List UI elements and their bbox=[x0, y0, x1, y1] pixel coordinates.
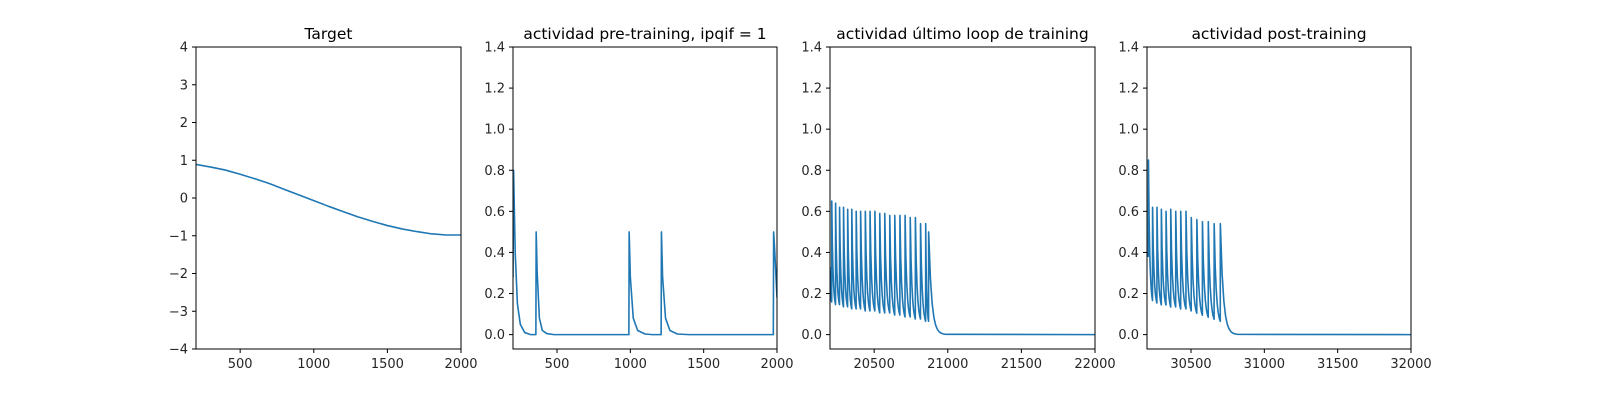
x-tick-label: 21500 bbox=[1001, 357, 1042, 372]
y-tick-label: 0.6 bbox=[801, 205, 822, 220]
y-tick-label: 0.4 bbox=[484, 246, 505, 261]
y-tick-label: 0.2 bbox=[484, 287, 505, 302]
chart-title: actividad último loop de training bbox=[836, 25, 1088, 43]
y-tick-label: 1.4 bbox=[484, 41, 505, 56]
y-tick-label: 2 bbox=[180, 116, 188, 131]
x-tick-label: 2000 bbox=[444, 357, 477, 372]
y-tick-label: 0.4 bbox=[801, 246, 822, 261]
plot-frame bbox=[1146, 46, 1412, 350]
series-line-2-1 bbox=[513, 169, 777, 336]
plot-frame bbox=[829, 46, 1096, 350]
x-tick-label: 31500 bbox=[1317, 357, 1358, 372]
y-tick-label: 0.6 bbox=[1118, 205, 1139, 220]
x-tick-label: 2000 bbox=[760, 357, 793, 372]
x-tick-label: 500 bbox=[545, 357, 570, 372]
y-tick-label: 0.0 bbox=[1118, 328, 1139, 343]
y-tick-label: 4 bbox=[180, 41, 188, 56]
y-tick-label: 1.2 bbox=[484, 82, 505, 97]
y-tick-label: 1.0 bbox=[801, 123, 822, 138]
x-tick-label: 20500 bbox=[853, 357, 894, 372]
chart-panel-2: 500 1000 1500 2000 0.0 0.2 0.4 0.6 0.8 1.0 1.2 1.4 a… bbox=[484, 25, 793, 372]
chart-title: actividad pre-training, ipqif = 1 bbox=[523, 25, 766, 43]
y-tick-label: 1.2 bbox=[1118, 82, 1139, 97]
y-tick-label: 0.6 bbox=[484, 205, 505, 220]
y-tick-label: 1.4 bbox=[801, 41, 822, 56]
chart-panel-3: 20500 21000 21500 22000 0.0 0.2 0.4 0.6 0.8 1.0 1.… bbox=[801, 25, 1115, 372]
plot-frame bbox=[195, 46, 462, 350]
y-tick-label: 0 bbox=[180, 192, 188, 207]
series-line-3-1 bbox=[830, 200, 1095, 336]
y-tick-label: 0.8 bbox=[484, 164, 505, 179]
y-tick-label: 1.0 bbox=[484, 123, 505, 138]
y-tick-label: 0.4 bbox=[1118, 246, 1139, 261]
x-tick-label: 21000 bbox=[927, 357, 968, 372]
series-line-1-1 bbox=[196, 163, 461, 236]
y-tick-label: 0.8 bbox=[1118, 164, 1139, 179]
x-tick-label: 1000 bbox=[297, 357, 330, 372]
y-tick-label: 1.2 bbox=[801, 82, 822, 97]
x-tick-label: 1500 bbox=[371, 357, 404, 372]
y-tick-label: 1.4 bbox=[1118, 41, 1139, 56]
x-tick-label: 22000 bbox=[1074, 357, 1115, 372]
x-tick-label: 31000 bbox=[1244, 357, 1285, 372]
plot-frame bbox=[512, 46, 778, 350]
x-tick-label: 1500 bbox=[687, 357, 720, 372]
y-tick-label: −4 bbox=[169, 343, 188, 358]
chart-title: Target bbox=[304, 25, 353, 43]
y-tick-label: 0.8 bbox=[801, 164, 822, 179]
y-tick-label: 0.2 bbox=[1118, 287, 1139, 302]
x-tick-label: 1000 bbox=[614, 357, 647, 372]
y-tick-label: 1 bbox=[180, 154, 188, 169]
series-line-4-1 bbox=[1147, 159, 1411, 336]
y-tick-label: 0.2 bbox=[801, 287, 822, 302]
y-tick-label: −2 bbox=[169, 267, 188, 282]
x-tick-label: 32000 bbox=[1390, 357, 1431, 372]
chart-title: actividad post-training bbox=[1191, 25, 1366, 43]
y-tick-label: 0.0 bbox=[801, 328, 822, 343]
y-tick-label: 0.0 bbox=[484, 328, 505, 343]
y-tick-label: −1 bbox=[169, 229, 188, 244]
x-tick-label: 30500 bbox=[1170, 357, 1211, 372]
y-tick-label: 1.0 bbox=[1118, 123, 1139, 138]
y-tick-label: 3 bbox=[180, 78, 188, 93]
x-tick-label: 500 bbox=[228, 357, 253, 372]
chart-panel-1: 500 1000 1500 2000 −4 −3 −2 −1 0 1 2 3 4 Target bbox=[169, 25, 478, 372]
y-tick-label: −3 bbox=[169, 305, 188, 320]
chart-panel-4: 30500 31000 31500 32000 0.0 0.2 0.4 0.6 0.8 1.0 1.… bbox=[1118, 25, 1431, 372]
